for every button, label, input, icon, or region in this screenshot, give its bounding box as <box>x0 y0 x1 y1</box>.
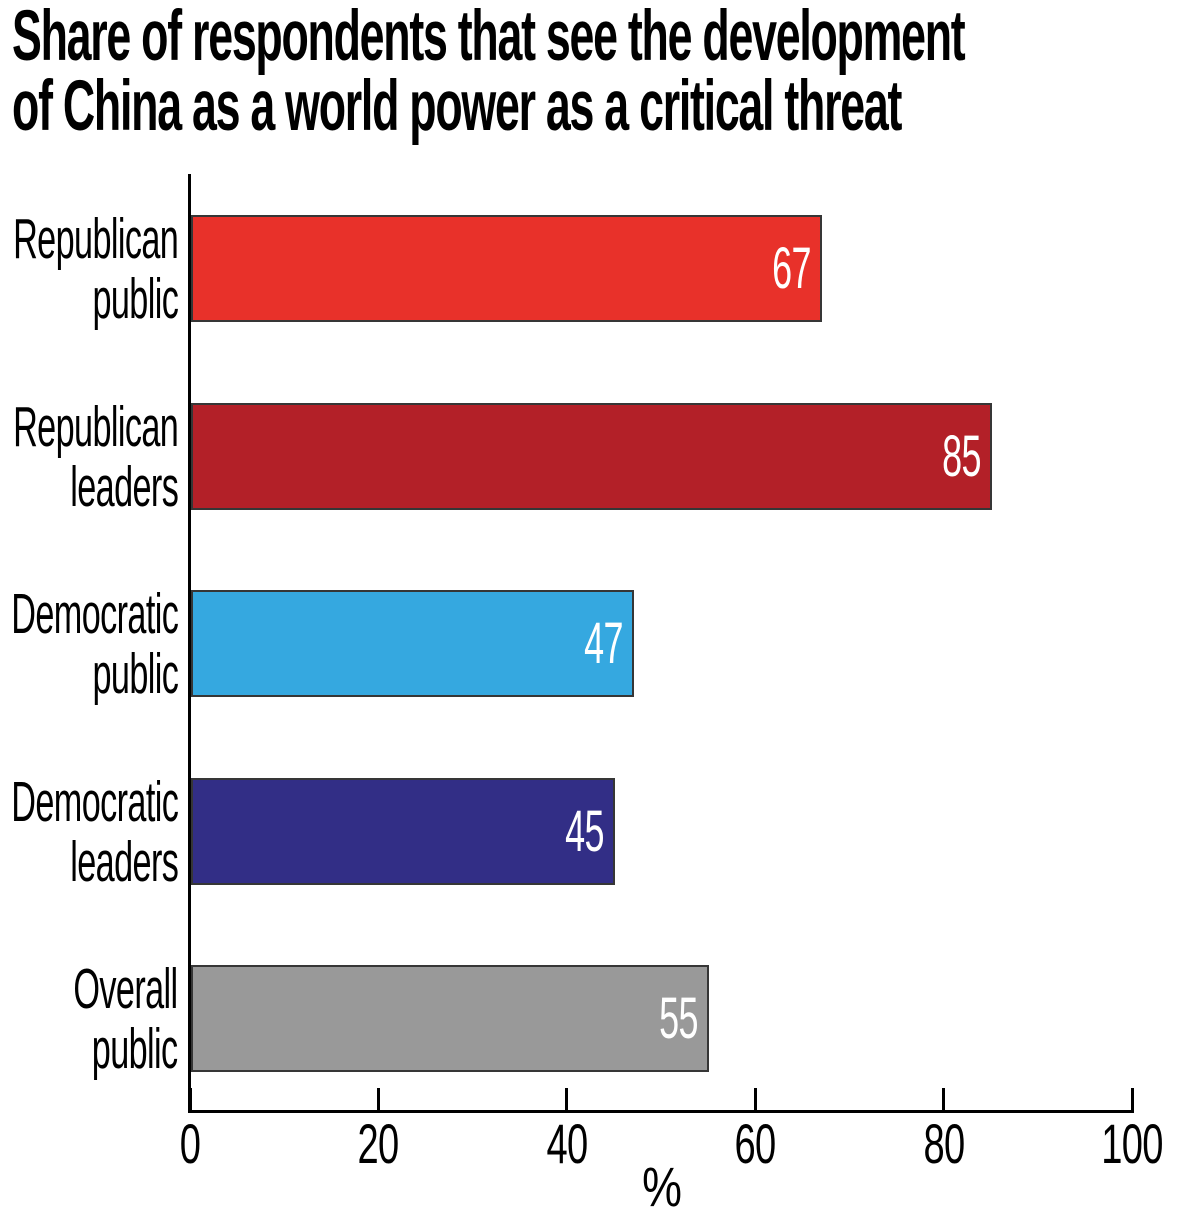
category-label-democratic-leaders: Democratic leaders <box>0 738 179 926</box>
category-label-line: Republican <box>12 395 179 459</box>
category-label-line: Democratic <box>11 582 179 646</box>
x-tick-label: 0 <box>179 1112 201 1175</box>
x-tick-mark <box>376 1088 380 1110</box>
bar-row-republican-public: Republican public 67 <box>0 175 1200 363</box>
x-axis-title: % <box>642 1155 682 1218</box>
category-label-line: leaders <box>70 830 179 894</box>
category-label-line: Republican <box>12 207 179 271</box>
bar-row-republican-leaders: Republican leaders 85 <box>0 363 1200 551</box>
category-label-line: public <box>92 267 178 331</box>
x-tick-label: 40 <box>546 1112 588 1175</box>
x-tick-label: 20 <box>357 1112 400 1175</box>
x-tick-label: 60 <box>734 1112 777 1175</box>
bar-row-democratic-public: Democratic public 47 <box>0 550 1200 738</box>
bar-democratic-public: 47 <box>191 590 634 697</box>
x-tick-mark <box>565 1088 569 1110</box>
bar-value-label: 85 <box>942 424 982 489</box>
category-label-line: public <box>92 1017 178 1081</box>
bar-value-label: 47 <box>584 611 624 676</box>
x-tick-mark <box>942 1088 946 1110</box>
bar-row-democratic-leaders: Democratic leaders 45 <box>0 738 1200 926</box>
chart-title-line-1: Share of respondents that see the develo… <box>12 0 966 76</box>
chart-title: Share of respondents that see the develo… <box>12 0 966 146</box>
x-tick-label: 100 <box>1101 1112 1163 1175</box>
category-label-line: leaders <box>70 455 179 519</box>
category-label-line: public <box>92 642 178 706</box>
category-label-republican-public: Republican public <box>0 175 179 363</box>
x-tick-label: 80 <box>923 1112 965 1175</box>
bar-value-label: 55 <box>659 986 699 1051</box>
bar-row-overall-public: Overall public 55 <box>0 925 1200 1113</box>
chart-title-line-2: of China as a world power as a critical … <box>12 67 902 146</box>
y-axis-line <box>188 174 191 1113</box>
category-label-line: Democratic <box>11 770 179 834</box>
category-label-line: Overall <box>73 957 179 1021</box>
x-tick-mark <box>1130 1088 1134 1110</box>
category-label-overall-public: Overall public <box>0 925 179 1113</box>
bar-democratic-leaders: 45 <box>191 778 615 885</box>
bar-value-label: 45 <box>565 799 605 864</box>
bar-value-label: 67 <box>772 236 812 301</box>
x-tick-mark <box>188 1088 192 1110</box>
bar-republican-leaders: 85 <box>191 403 992 510</box>
category-label-democratic-public: Democratic public <box>0 550 179 738</box>
category-label-republican-leaders: Republican leaders <box>0 363 179 551</box>
x-tick-mark <box>753 1088 757 1110</box>
x-axis-line <box>188 1110 1134 1113</box>
bar-republican-public: 67 <box>191 215 822 322</box>
bar-overall-public: 55 <box>191 965 709 1072</box>
